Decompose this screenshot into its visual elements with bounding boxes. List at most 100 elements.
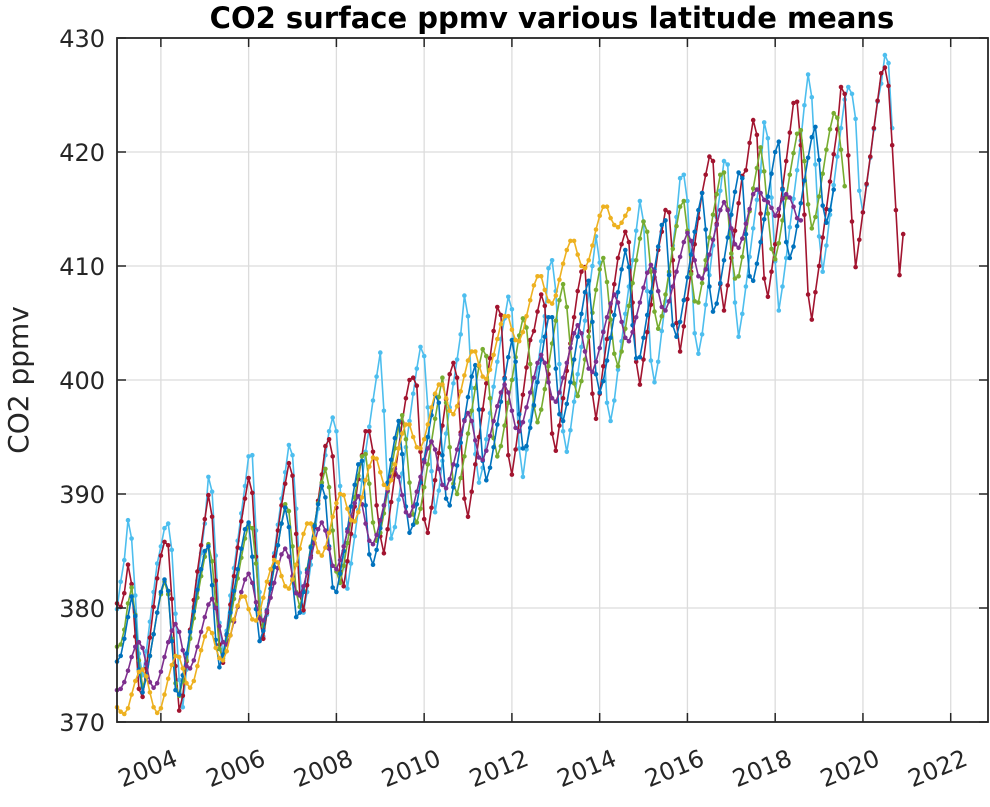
data-point (363, 429, 368, 434)
data-point (641, 219, 646, 224)
data-point (293, 614, 299, 620)
data-point (564, 247, 570, 253)
data-point (432, 416, 438, 422)
data-point (509, 377, 515, 383)
data-point (429, 468, 434, 474)
data-point (443, 431, 449, 436)
data-point (367, 429, 372, 434)
data-point (359, 454, 365, 459)
data-point (754, 165, 760, 171)
data-point (414, 366, 420, 371)
data-point (162, 654, 167, 660)
data-point (590, 319, 595, 325)
data-point (557, 423, 562, 428)
data-point (286, 442, 292, 448)
data-point (604, 315, 610, 320)
data-point (454, 403, 460, 409)
data-point (480, 346, 486, 352)
data-point (484, 437, 489, 442)
data-point (813, 214, 818, 220)
data-point (889, 142, 895, 148)
data-point (385, 486, 390, 491)
data-point (824, 220, 829, 225)
data-point (458, 432, 464, 438)
data-point (780, 284, 785, 289)
data-point (487, 395, 493, 401)
data-point (282, 505, 288, 511)
data-point (370, 449, 376, 455)
data-point (619, 319, 624, 325)
data-point (275, 543, 281, 548)
data-point (630, 280, 635, 286)
data-point (791, 150, 796, 156)
data-point (257, 616, 262, 621)
data-point (491, 352, 496, 358)
data-point (330, 415, 336, 420)
y-tick-label: 400 (59, 367, 105, 395)
data-point (531, 402, 537, 408)
data-point (853, 116, 858, 122)
data-point (677, 175, 683, 181)
data-point (502, 376, 507, 382)
data-point (228, 633, 233, 638)
data-point (129, 585, 134, 590)
data-point (670, 284, 676, 289)
data-point (732, 242, 738, 247)
data-point (754, 261, 760, 267)
data-point (370, 541, 376, 547)
data-point (191, 658, 197, 663)
data-point (557, 297, 562, 303)
data-point (345, 540, 350, 546)
data-point (304, 582, 310, 588)
data-point (542, 303, 548, 309)
data-point (293, 590, 299, 596)
data-point (180, 693, 186, 699)
data-point (315, 527, 321, 532)
data-point (268, 566, 273, 572)
data-point (202, 516, 208, 522)
data-point (623, 247, 628, 253)
data-point (158, 553, 164, 558)
y-tick-label: 380 (59, 595, 105, 623)
data-point (447, 445, 453, 450)
data-point (330, 514, 336, 520)
data-point (538, 274, 544, 279)
data-point (564, 304, 570, 310)
data-point (279, 552, 284, 557)
data-point (443, 486, 449, 491)
data-point (835, 154, 840, 159)
data-point (729, 251, 734, 256)
data-point (509, 327, 515, 333)
data-point (725, 162, 730, 167)
data-point (290, 544, 295, 549)
data-point (286, 524, 292, 530)
data-point (495, 422, 500, 427)
data-point (579, 331, 584, 336)
data-point (641, 285, 646, 291)
data-point (462, 496, 467, 501)
x-tick-label: 2018 (729, 744, 796, 793)
data-point (264, 609, 270, 614)
data-point (568, 380, 573, 385)
data-point (637, 236, 643, 241)
data-point (699, 190, 705, 196)
data-point (195, 587, 200, 593)
data-point (736, 274, 741, 279)
data-point (451, 360, 456, 366)
data-point (761, 169, 767, 174)
data-point (352, 500, 358, 506)
data-point (261, 595, 266, 600)
data-point (487, 367, 493, 373)
data-point (374, 547, 379, 553)
data-point (506, 354, 511, 360)
data-point (553, 448, 559, 454)
data-point (352, 533, 358, 539)
data-point (425, 405, 431, 410)
data-point (432, 391, 438, 397)
data-point (403, 437, 409, 442)
data-point (432, 509, 438, 515)
data-point (623, 311, 628, 317)
data-point (473, 349, 478, 354)
data-point (875, 98, 880, 103)
data-point (615, 300, 621, 305)
